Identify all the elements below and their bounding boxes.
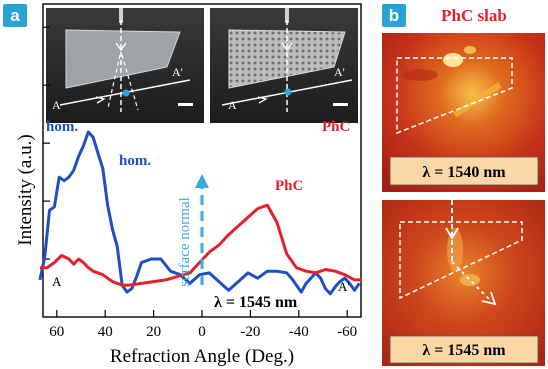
x-tick-label: 60 <box>49 324 64 340</box>
lambda-label-a: λ = 1545 nm <box>214 294 298 311</box>
panel-a: a A A' A <box>3 4 362 367</box>
hotspot-3 <box>460 274 480 286</box>
panel-b-title: PhC slab <box>441 6 507 25</box>
lambda-label-1540: λ = 1540 nm <box>422 164 506 181</box>
detector-point <box>123 90 130 97</box>
inset-a-label: A <box>52 98 61 112</box>
x-tick-label: 20 <box>146 324 161 340</box>
phc-label-right: PhC <box>322 119 350 135</box>
phc-label-mid: PhC <box>275 178 303 194</box>
surface-normal-label: surface normal <box>177 197 193 287</box>
inset-homogeneous: A A' <box>46 8 204 123</box>
hotspot-1 <box>443 53 463 67</box>
phc-inset-a-label: A <box>228 98 237 112</box>
x-tick-label: 0 <box>198 324 206 340</box>
hotspot-2 <box>464 46 476 54</box>
dark-region <box>402 69 438 81</box>
phc-detector-point <box>285 89 292 96</box>
x-axis-label: Refraction Angle (Deg.) <box>110 346 294 367</box>
phc-scale-bar <box>333 103 348 106</box>
field-map-1545: λ = 1545 nm <box>382 200 545 366</box>
x-tick-label: 40 <box>98 324 113 340</box>
x-tick-label: -20 <box>240 324 260 340</box>
inset-a-prime-label: A' <box>172 65 183 79</box>
end-label-a-prime: A' <box>338 279 350 294</box>
hom-label-upper: hom. <box>46 119 78 135</box>
field-map-1540: λ = 1540 nm <box>382 33 545 192</box>
x-tick-label: -60 <box>337 324 357 340</box>
inset-phc: A A' <box>210 8 358 123</box>
y-axis-label: Intensity (a.u.) <box>15 134 36 245</box>
panel-b: b PhC slab λ = 1540 nm λ = 1545 nm <box>382 4 545 366</box>
scale-bar <box>178 103 193 106</box>
hom-label-lower: hom. <box>119 153 151 169</box>
panel-b-letter: b <box>389 6 399 25</box>
panel-a-letter: a <box>10 6 20 25</box>
x-tick-label: -40 <box>289 324 309 340</box>
phc-inset-a-prime-label: A' <box>334 65 345 79</box>
lambda-label-1545: λ = 1545 nm <box>422 342 506 359</box>
end-label-a: A <box>52 274 62 289</box>
